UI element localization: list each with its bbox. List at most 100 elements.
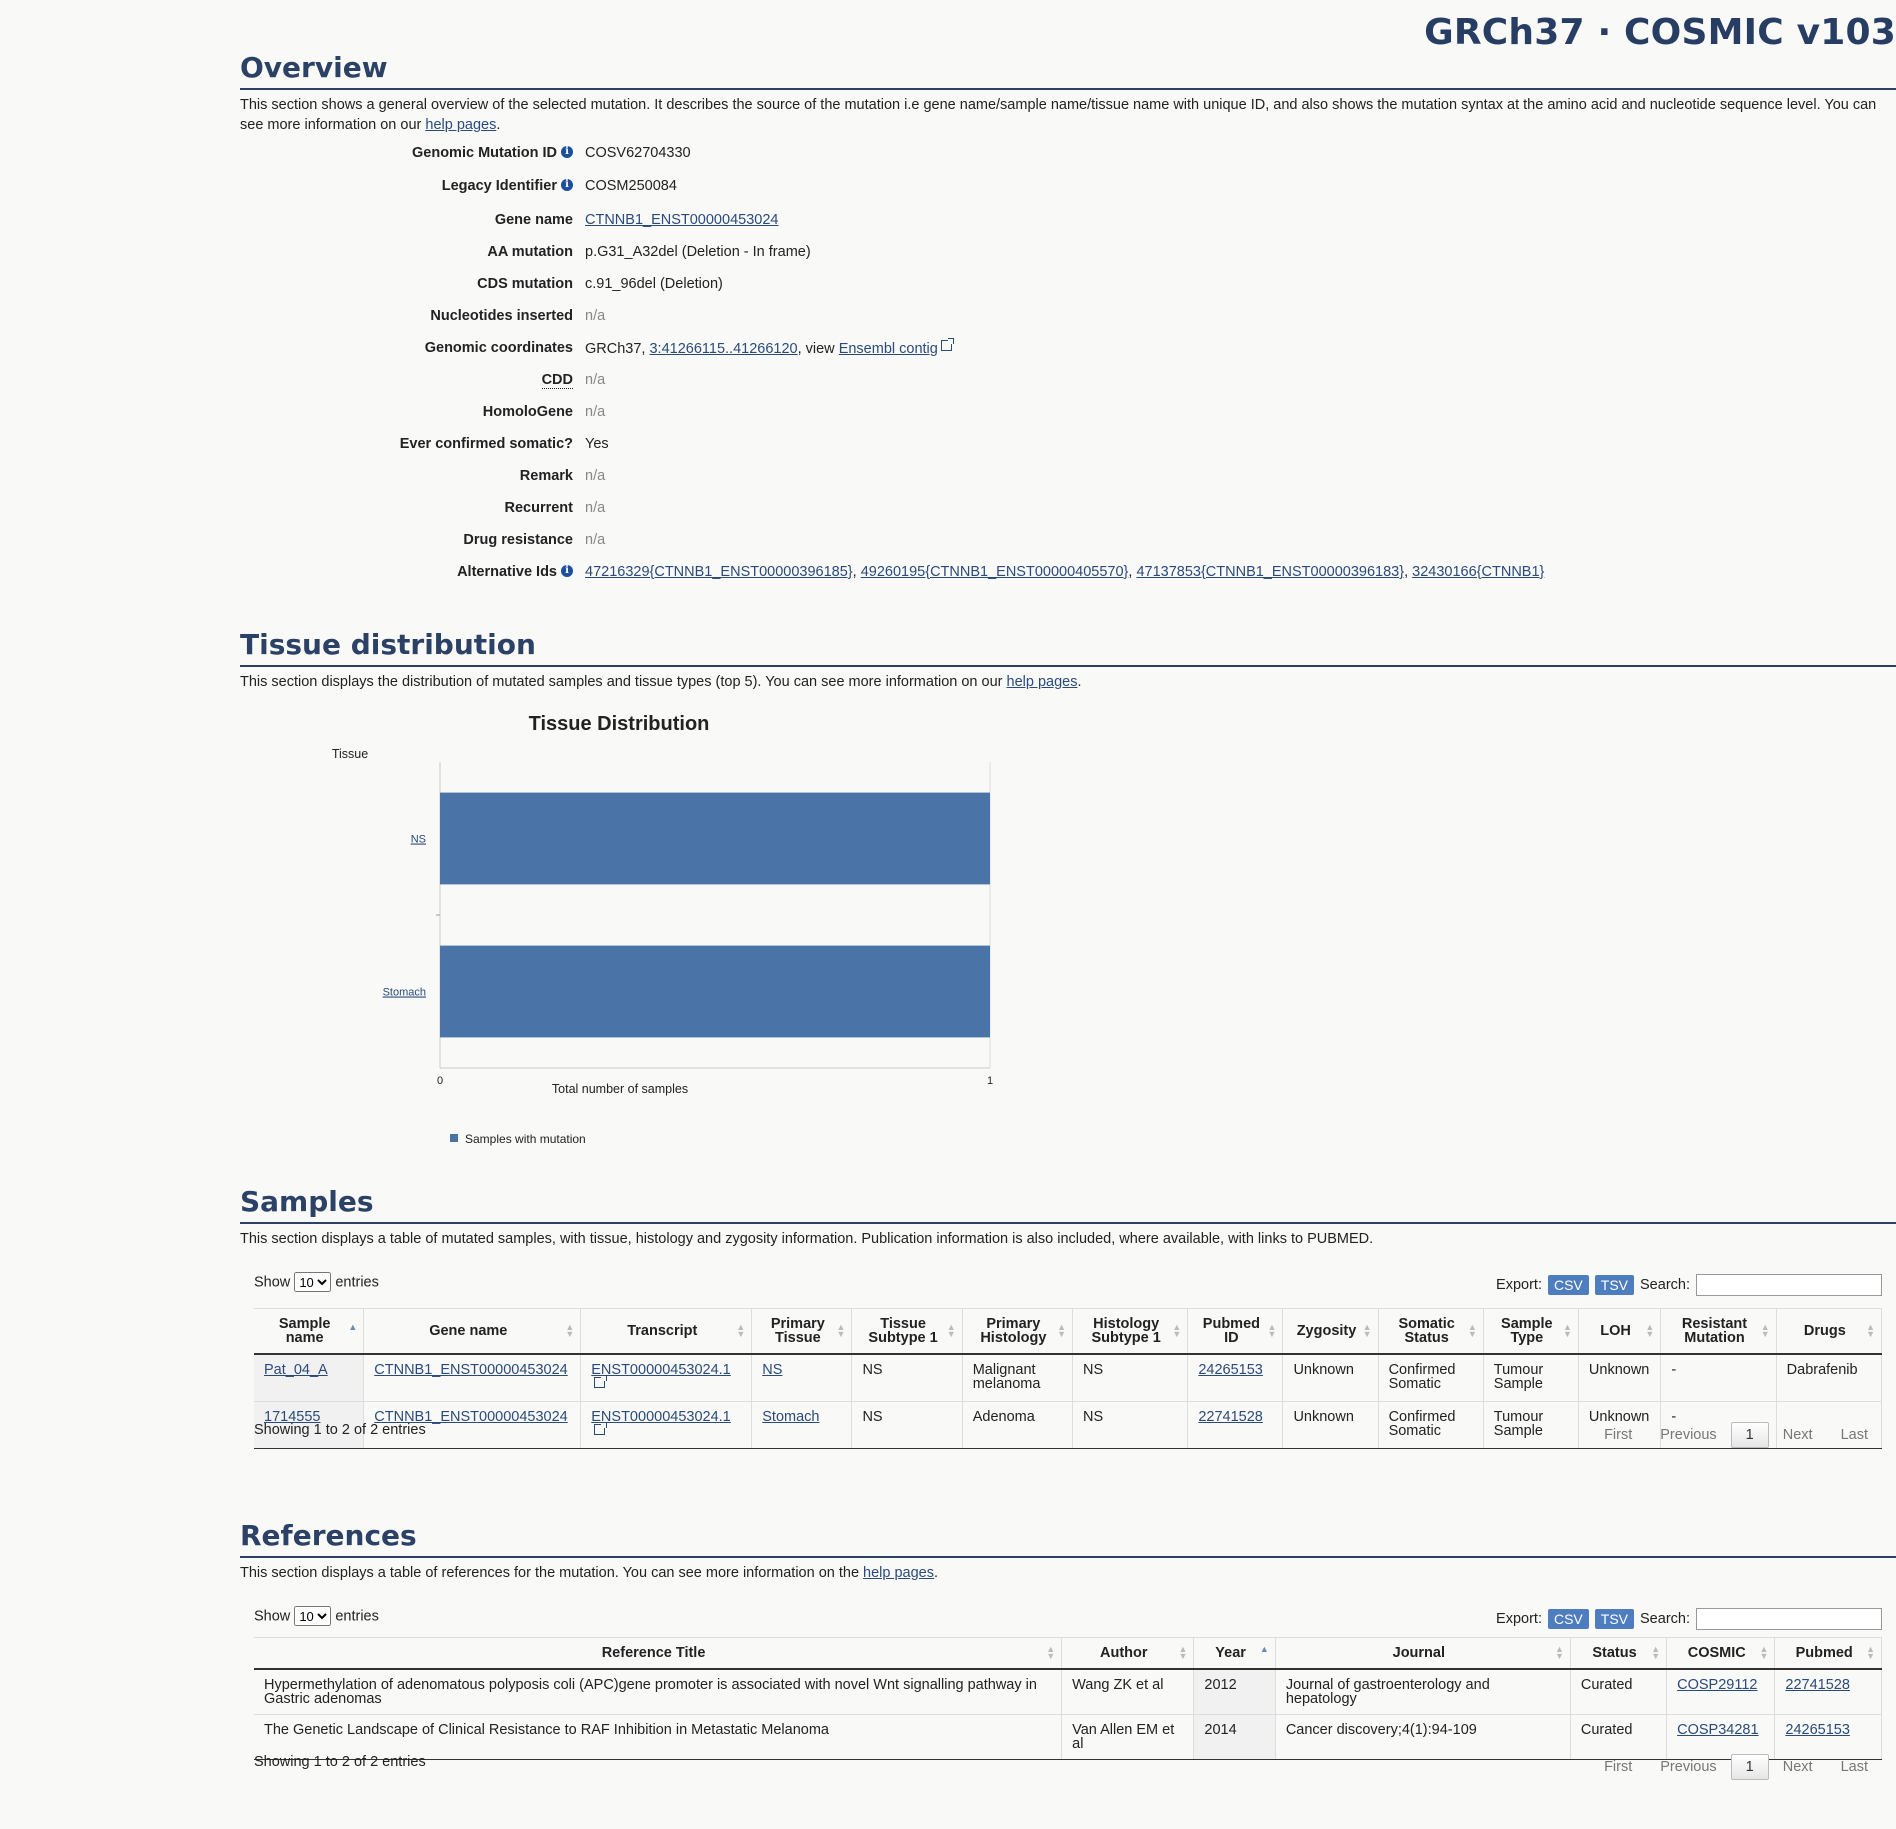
- nucleotides-inserted-value: n/a: [585, 308, 606, 324]
- row-gene-name: Gene name CTNNB1_ENST00000453024: [240, 212, 1840, 238]
- cell-text: Wang ZK et al: [1072, 1677, 1164, 1693]
- cell-text: Van Allen EM et al: [1072, 1722, 1175, 1752]
- alt-id-link[interactable]: 47216329{CTNNB1_ENST00000396185}: [585, 564, 853, 580]
- pager-next[interactable]: Next: [1782, 1759, 1813, 1775]
- bar-ns: [440, 792, 990, 885]
- cell-link[interactable]: COSP34281: [1677, 1722, 1759, 1738]
- cell-link[interactable]: COSP29112: [1677, 1677, 1758, 1693]
- references-header-status[interactable]: Status ▲ ▼: [1570, 1637, 1668, 1670]
- samples-header-histology-subtype-1[interactable]: Histology Subtype 1 ▲ ▼: [1072, 1308, 1189, 1355]
- pager-first[interactable]: First: [1604, 1427, 1633, 1443]
- pager-first[interactable]: First: [1604, 1759, 1633, 1775]
- tissue-section: Tissue distribution This section display…: [240, 627, 1896, 692]
- samples-header-loh[interactable]: LOH ▲ ▼: [1578, 1308, 1662, 1355]
- pager-last[interactable]: Last: [1840, 1427, 1868, 1443]
- external-link-icon: [594, 1375, 608, 1388]
- cell-link[interactable]: 24265153: [1785, 1722, 1850, 1738]
- references-header-author[interactable]: Author ▲ ▼: [1061, 1637, 1195, 1670]
- table-cell: 22741528: [1774, 1669, 1882, 1715]
- samples-header-pubmed-id[interactable]: Pubmed ID ▲ ▼: [1187, 1308, 1284, 1355]
- samples-header-zygosity[interactable]: Zygosity ▲ ▼: [1282, 1308, 1379, 1355]
- coordinates-link[interactable]: 3:41266115..41266120: [649, 341, 798, 357]
- samples-header-tissue-subtype-1[interactable]: Tissue Subtype 1 ▲ ▼: [851, 1308, 963, 1355]
- references-tsv-button[interactable]: TSV: [1594, 1609, 1635, 1629]
- samples-header-sample-name[interactable]: Sample name ▲: [254, 1308, 365, 1355]
- references-header-year[interactable]: Year ▲: [1193, 1637, 1276, 1670]
- header-label: Drugs: [1803, 1323, 1846, 1339]
- pager-next[interactable]: Next: [1782, 1427, 1813, 1443]
- table-cell: Stomach: [751, 1401, 853, 1449]
- cell-link[interactable]: Pat_04_A: [264, 1362, 328, 1378]
- samples-header-primary-tissue[interactable]: Primary Tissue ▲ ▼: [751, 1308, 853, 1355]
- cell-link[interactable]: 22741528: [1785, 1677, 1850, 1693]
- references-header-reference-title[interactable]: Reference Title ▲ ▼: [254, 1637, 1063, 1670]
- samples-header-transcript[interactable]: Transcript ▲ ▼: [580, 1308, 753, 1355]
- references-length-control: Show 10 entries: [254, 1606, 379, 1626]
- bar-stomach: [440, 945, 990, 1038]
- aa-mutation-value: p.G31_A32del (Deletion - In frame): [585, 244, 811, 260]
- cds-mutation-label: CDS mutation: [477, 276, 573, 292]
- references-help-link[interactable]: help pages: [863, 1565, 934, 1581]
- overview-help-link[interactable]: help pages: [425, 117, 497, 133]
- info-icon[interactable]: i: [561, 179, 573, 191]
- tick-label-stomach[interactable]: Stomach: [383, 987, 426, 999]
- pager-previous[interactable]: Previous: [1660, 1759, 1717, 1775]
- chart-legend: Samples with mutation: [450, 1132, 586, 1146]
- references-search-input[interactable]: [1696, 1608, 1882, 1630]
- table-cell: NS: [1072, 1354, 1189, 1402]
- references-title: References: [240, 1518, 1896, 1558]
- alt-id-link[interactable]: 49260195{CTNNB1_ENST00000405570}: [860, 564, 1129, 580]
- cell-link[interactable]: ENST00000453024.1: [591, 1362, 731, 1378]
- sort-icon: ▲ ▼: [1267, 1322, 1277, 1339]
- gene-name-link[interactable]: CTNNB1_ENST00000453024: [585, 212, 779, 228]
- cell-link[interactable]: 22741528: [1198, 1409, 1263, 1425]
- samples-header-somatic-status[interactable]: Somatic Status ▲ ▼: [1378, 1308, 1484, 1355]
- cell-text: 2012: [1204, 1677, 1237, 1693]
- references-header-pubmed[interactable]: Pubmed ▲ ▼: [1774, 1637, 1882, 1670]
- references-csv-button[interactable]: CSV: [1547, 1609, 1589, 1629]
- references-header-journal[interactable]: Journal ▲ ▼: [1275, 1637, 1571, 1670]
- samples-length-select[interactable]: 10: [294, 1272, 332, 1292]
- alt-id-link[interactable]: 47137853{CTNNB1_ENST00000396183}: [1136, 564, 1405, 580]
- tissue-help-link[interactable]: help pages: [1006, 674, 1078, 690]
- samples-header-sample-type[interactable]: Sample Type ▲ ▼: [1483, 1308, 1579, 1355]
- samples-length-control: Show 10 entries: [254, 1272, 379, 1292]
- references-length-select[interactable]: 10: [294, 1606, 332, 1626]
- cell-text: Unknown: [1293, 1362, 1354, 1378]
- cell-link[interactable]: ENST00000453024.1: [591, 1409, 731, 1425]
- cell-link[interactable]: Stomach: [762, 1409, 820, 1425]
- samples-tsv-button[interactable]: TSV: [1594, 1275, 1635, 1295]
- alt-id-link[interactable]: 32430166{CTNNB1}: [1412, 564, 1545, 580]
- samples-header-primary-histology[interactable]: Primary Histology ▲ ▼: [962, 1308, 1074, 1355]
- table-cell: 1714555: [254, 1401, 365, 1449]
- table-cell: Pat_04_A: [254, 1354, 365, 1402]
- cell-link[interactable]: NS: [762, 1362, 783, 1378]
- references-table-footer: Showing 1 to 2 of 2 entries First Previo…: [254, 1754, 1882, 1784]
- samples-header-resistant-mutation[interactable]: Resistant Mutation ▲ ▼: [1660, 1308, 1777, 1355]
- cell-text: Unknown: [1293, 1409, 1354, 1425]
- samples-table: Sample name ▲ Gene name ▲ ▼ Transcript ▲ ▼ Prim…: [254, 1308, 1883, 1449]
- samples-export: Export: CSV TSV Search:: [1496, 1274, 1882, 1296]
- pager-previous[interactable]: Previous: [1660, 1427, 1717, 1443]
- pager-last[interactable]: Last: [1840, 1759, 1868, 1775]
- ensembl-contig-link[interactable]: Ensembl contig: [838, 341, 938, 357]
- table-cell: Unknown: [1282, 1354, 1379, 1402]
- pager-current-page[interactable]: 1: [1730, 1754, 1769, 1780]
- tick-label-ns[interactable]: NS: [411, 834, 426, 846]
- cell-link[interactable]: CTNNB1_ENST00000453024: [374, 1409, 568, 1425]
- sort-icon: ▲ ▼: [1866, 1644, 1875, 1661]
- info-icon[interactable]: i: [561, 146, 573, 158]
- header-label: Pubmed ID: [1202, 1316, 1260, 1346]
- pager-current-page[interactable]: 1: [1730, 1422, 1769, 1448]
- cell-link[interactable]: 24265153: [1198, 1362, 1263, 1378]
- overview-description: This section shows a general overview of…: [240, 97, 1877, 133]
- samples-csv-button[interactable]: CSV: [1547, 1275, 1589, 1295]
- references-header-cosmic[interactable]: COSMIC ▲ ▼: [1666, 1637, 1776, 1670]
- samples-search-input[interactable]: [1696, 1274, 1882, 1296]
- samples-header-drugs[interactable]: Drugs ▲ ▼: [1776, 1308, 1883, 1355]
- samples-header-gene-name[interactable]: Gene name ▲ ▼: [363, 1308, 582, 1355]
- table-cell: Confirmed Somatic: [1378, 1354, 1484, 1402]
- cell-link[interactable]: CTNNB1_ENST00000453024: [374, 1362, 568, 1378]
- info-icon[interactable]: i: [561, 565, 573, 577]
- cell-link[interactable]: 1714555: [264, 1409, 321, 1425]
